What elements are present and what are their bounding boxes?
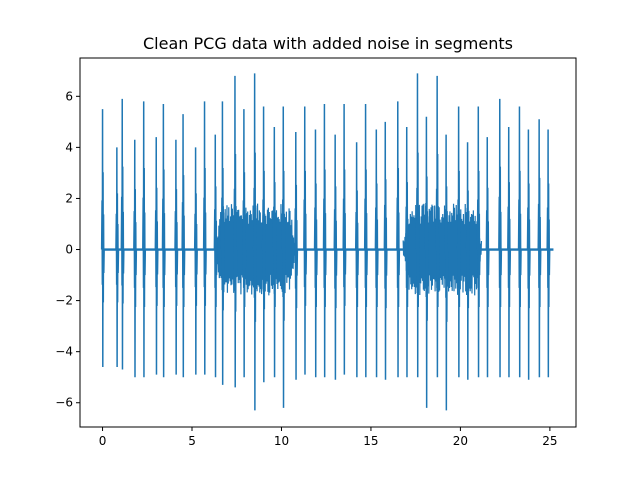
beat-spike bbox=[233, 75, 238, 388]
beat-spike bbox=[354, 142, 359, 378]
beat-spike bbox=[252, 73, 257, 411]
beat-spike bbox=[294, 132, 299, 380]
y-tick-label: 4 bbox=[65, 140, 73, 154]
beat-spike bbox=[154, 137, 159, 375]
beat-spike bbox=[120, 98, 125, 370]
beat-spike bbox=[342, 103, 347, 375]
beat-spike bbox=[374, 129, 379, 378]
beat-spike bbox=[415, 73, 420, 378]
beat-spike bbox=[313, 129, 318, 378]
beat-spike bbox=[435, 75, 440, 378]
y-tick-label: −2 bbox=[55, 294, 73, 308]
beat-spike bbox=[363, 103, 368, 378]
beat-spike bbox=[507, 126, 512, 378]
x-tick-label: 0 bbox=[99, 434, 107, 448]
x-tick-label: 10 bbox=[274, 434, 289, 448]
x-tick-label: 25 bbox=[542, 434, 557, 448]
beat-spike bbox=[485, 137, 490, 378]
beat-spike bbox=[133, 139, 138, 378]
beat-spike bbox=[261, 106, 266, 383]
beat-spike bbox=[517, 106, 522, 378]
beat-spike bbox=[526, 129, 531, 380]
x-axis: 0 5 10 15 20 25 bbox=[99, 427, 558, 448]
beat-spike bbox=[193, 147, 198, 375]
beat-spike bbox=[444, 134, 449, 411]
x-tick-label: 5 bbox=[188, 434, 196, 448]
beat-spike bbox=[424, 116, 429, 408]
beat-spike bbox=[405, 126, 410, 378]
y-tick-label: 6 bbox=[65, 89, 73, 103]
x-tick-label: 15 bbox=[363, 434, 378, 448]
y-tick-label: −4 bbox=[55, 345, 73, 359]
y-tick-label: −6 bbox=[55, 396, 73, 410]
beat-spike bbox=[465, 142, 470, 380]
beat-spike bbox=[181, 114, 186, 378]
beat-spike bbox=[498, 98, 503, 378]
beat-spike bbox=[213, 134, 218, 378]
beat-spike bbox=[272, 126, 277, 378]
chart-title: Clean PCG data with added noise in segme… bbox=[143, 34, 513, 53]
beat-spike bbox=[100, 109, 105, 367]
beat-spike bbox=[281, 106, 286, 408]
beat-spike bbox=[546, 129, 551, 378]
beat-spike bbox=[383, 121, 388, 380]
beat-spike bbox=[396, 101, 401, 378]
beat-spike bbox=[242, 109, 247, 378]
beat-spike bbox=[537, 119, 542, 378]
beat-spike bbox=[322, 103, 327, 378]
beat-spike bbox=[456, 106, 461, 378]
beat-spike bbox=[220, 101, 225, 385]
beat-spike bbox=[174, 139, 179, 375]
beat-spike bbox=[476, 106, 481, 378]
series-layer bbox=[100, 73, 554, 411]
beat-spike bbox=[303, 106, 308, 375]
plot-frame bbox=[79, 57, 577, 428]
y-axis: −6 −4 −2 0 2 4 6 bbox=[55, 89, 80, 410]
beat-spike bbox=[202, 101, 207, 375]
y-tick-label: 0 bbox=[65, 243, 73, 257]
y-tick-label: 2 bbox=[65, 191, 73, 205]
beat-spike bbox=[161, 103, 166, 378]
x-tick-label: 20 bbox=[453, 434, 468, 448]
beat-spike bbox=[333, 134, 338, 380]
beat-spike bbox=[115, 147, 120, 367]
beat-spike bbox=[142, 101, 147, 378]
